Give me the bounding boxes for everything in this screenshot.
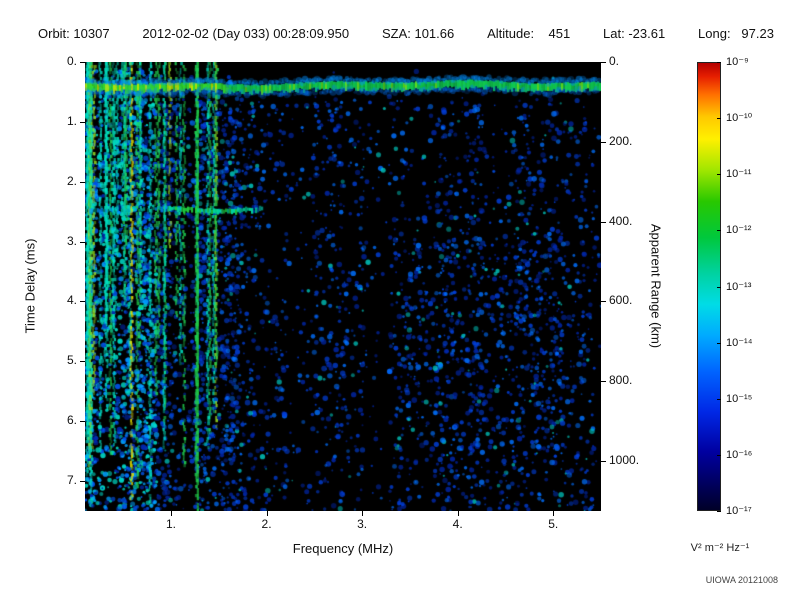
colorbar-tick — [717, 342, 721, 344]
colorbar-tick — [717, 230, 721, 232]
y-left-tick — [80, 481, 85, 483]
y-right-tick-label: 800. — [609, 373, 633, 388]
x-tick — [553, 511, 555, 516]
colorbar-tick-label: 10⁻⁹ — [726, 56, 749, 68]
y-right-tick — [601, 461, 606, 463]
colorbar-tick-label: 10⁻¹⁰ — [726, 112, 753, 125]
spectrogram-canvas — [85, 62, 601, 511]
x-tick-label: 1. — [165, 517, 176, 531]
y-left-tick — [80, 301, 85, 303]
credit-text: UIOWA 20121008 — [705, 575, 778, 585]
y-right-tick-label: 200. — [609, 133, 633, 148]
colorbar-tick-label: 10⁻¹² — [726, 224, 752, 237]
colorbar-tick — [717, 454, 721, 456]
colorbar-unit-label: V² m⁻² Hz⁻¹ — [690, 542, 750, 554]
y-left-tick-label: 3. — [66, 233, 77, 248]
colorbar-tick — [717, 174, 721, 176]
header-lat: Lat: -23.61 — [603, 26, 666, 41]
colorbar-tick — [717, 286, 721, 288]
y-left-tick-label: 5. — [66, 353, 77, 368]
y-right-tick-label: 1000. — [609, 453, 640, 468]
colorbar-tick-label: 10⁻¹⁴ — [726, 336, 753, 349]
y-left-tick-label: 0. — [66, 54, 77, 68]
x-tick-label: 3. — [357, 517, 368, 531]
x-tick — [457, 511, 459, 516]
y-right-tick — [601, 221, 606, 223]
y-left-tick-label: 7. — [66, 473, 77, 488]
x-axis-label: Frequency (MHz) — [292, 541, 394, 556]
y-left-tick-label: 4. — [66, 293, 77, 308]
y-left-tick-label: 2. — [66, 173, 77, 188]
header-altitude: Altitude: 451 — [487, 26, 571, 41]
x-tick — [362, 511, 364, 516]
x-tick — [266, 511, 268, 516]
header-sza: SZA: 101.66 — [381, 26, 455, 41]
header-info: Orbit: 10307 2012-02-02 (Day 033) 00:28:… — [38, 26, 774, 41]
y-left-tick — [80, 421, 85, 423]
y-left-tick — [80, 241, 85, 243]
y-left-tick — [80, 121, 85, 123]
colorbar-tick-label: 10⁻¹⁷ — [726, 505, 752, 517]
colorbar-tick — [717, 511, 721, 512]
header-datetime: 2012-02-02 (Day 033) 00:28:09.950 — [142, 26, 350, 41]
colorbar-tick-label: 10⁻¹³ — [726, 280, 752, 293]
x-tick-label: 2. — [261, 517, 272, 531]
x-tick-label: 5. — [548, 517, 559, 531]
y-right-tick — [601, 141, 606, 143]
y-left-tick-label: 6. — [66, 413, 77, 428]
y-left-tick — [80, 181, 85, 183]
colorbar-tick-label: 10⁻¹⁶ — [726, 448, 753, 461]
y-right-tick-label: 400. — [609, 213, 633, 228]
y-right-tick — [601, 62, 606, 63]
y-axis-label-left: Time Delay (ms) — [22, 238, 38, 334]
colorbar-tick-label: 10⁻¹⁵ — [726, 392, 753, 405]
y-left-tick — [80, 62, 85, 63]
y-axis-label-right: Apparent Range (km) — [648, 223, 664, 349]
colorbar-tick — [717, 118, 721, 120]
y-left-tick — [80, 361, 85, 363]
y-right-tick — [601, 301, 606, 303]
colorbar-tick — [717, 398, 721, 400]
colorbar-tick — [717, 62, 721, 63]
header-long: Long: 97.23 — [698, 26, 774, 41]
x-tick-label: 4. — [452, 517, 463, 531]
y-left-tick-label: 1. — [66, 113, 77, 128]
colorbar-tick-label: 10⁻¹¹ — [726, 168, 752, 181]
y-right-tick-label: 0. — [609, 54, 620, 68]
y-right-tick-label: 600. — [609, 293, 633, 308]
y-right-tick — [601, 381, 606, 383]
header-orbit: Orbit: 10307 — [38, 26, 110, 41]
x-tick — [171, 511, 172, 516]
